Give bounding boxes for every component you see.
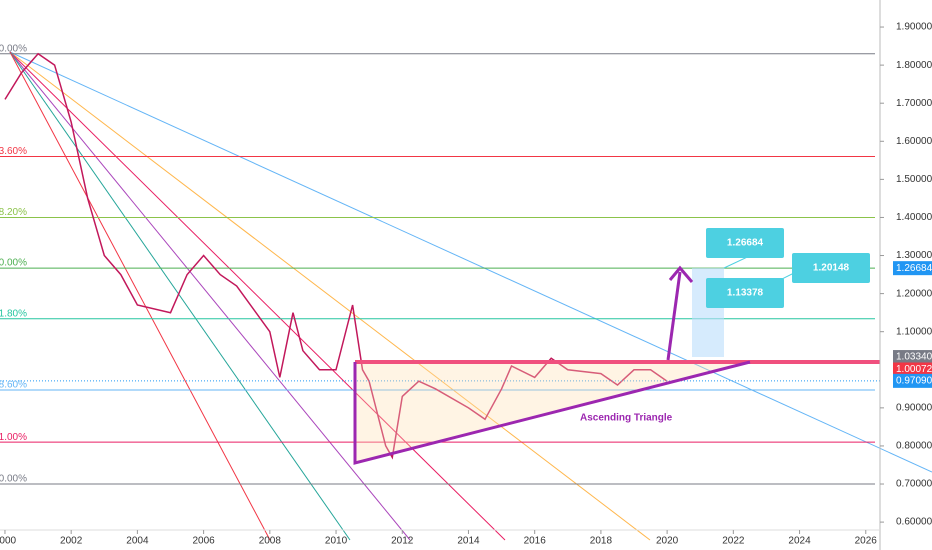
pattern-label: Ascending Triangle: [580, 413, 673, 424]
fib-label: 91.00%: [0, 432, 27, 443]
x-tick-label: 2002: [60, 536, 83, 547]
fib-label: 61.80%: [0, 308, 27, 319]
x-tick-label: 2004: [126, 536, 149, 547]
target-box: [792, 253, 870, 283]
plot: [0, 52, 880, 485]
x-tick-label: 2010: [325, 536, 348, 547]
price-line: [4, 52, 668, 460]
x-tick-label: 2018: [590, 536, 613, 547]
x-tick-label: 2026: [855, 536, 878, 547]
y-tick-label: 0.60000: [896, 517, 932, 528]
price-badge-label: 1.00072: [896, 364, 932, 375]
y-tick-label: 0.80000: [896, 441, 932, 452]
fib-label: 23.60%: [0, 146, 27, 157]
price-badge-label: 1.26684: [896, 263, 932, 274]
y-tick-label: 1.50000: [896, 174, 932, 185]
target-box: [706, 228, 784, 258]
arrow-head: [668, 265, 694, 283]
y-tick-label: 1.80000: [896, 60, 932, 71]
target-label: 1.26684: [727, 238, 764, 249]
y-tick-label: 0.70000: [896, 479, 932, 490]
y-tick-label: 1.40000: [896, 212, 932, 223]
y-tick-label: 1.90000: [896, 22, 932, 33]
y-tick-label: 1.70000: [896, 98, 932, 109]
x-tick-label: 2020: [656, 536, 679, 547]
x-tick-label: 2012: [391, 536, 414, 547]
fan-lines: [9, 51, 932, 541]
fan-line: [9, 51, 932, 473]
fib-label: 78.60%: [0, 380, 27, 391]
x-tick-label: 2016: [524, 536, 547, 547]
x-tick-label: 2008: [259, 536, 282, 547]
y-tick-label: 1.10000: [896, 326, 932, 337]
x-tick-label: 2014: [457, 536, 480, 547]
y-tick-label: 1.60000: [896, 136, 932, 147]
fan-line: [9, 51, 411, 541]
target-box: [706, 278, 784, 308]
target-label: 1.20148: [813, 263, 850, 274]
fan-line: [9, 51, 351, 541]
price-badge: [893, 261, 932, 276]
triangle: [353, 360, 751, 465]
y-tick-label: 0.90000: [896, 402, 932, 413]
fib-label: 100.00%: [0, 474, 27, 485]
x-tick-label: 2022: [722, 536, 745, 547]
fan-line: [9, 51, 506, 541]
fan-line: [9, 51, 271, 541]
x-tick-label: 2024: [788, 536, 811, 547]
fan-line: [9, 51, 651, 541]
breakout-arrow: [666, 271, 682, 361]
price-badge: [893, 350, 932, 365]
x-tick-label: 2006: [192, 536, 215, 547]
price-badge-label: 1.03340: [896, 352, 932, 363]
price-badge: [893, 362, 932, 377]
x-tick-label: 2000: [0, 536, 17, 547]
target-label: 1.13378: [727, 288, 764, 299]
y-tick-label: 1.30000: [896, 250, 932, 261]
price-badge: [893, 373, 932, 388]
price-badge-label: 0.97090: [896, 375, 932, 386]
fib-label: 38.20%: [0, 207, 27, 218]
y-tick-label: 1.20000: [896, 288, 932, 299]
fib-label: 0.00%: [0, 43, 27, 54]
fib-label: 50.00%: [0, 258, 27, 269]
